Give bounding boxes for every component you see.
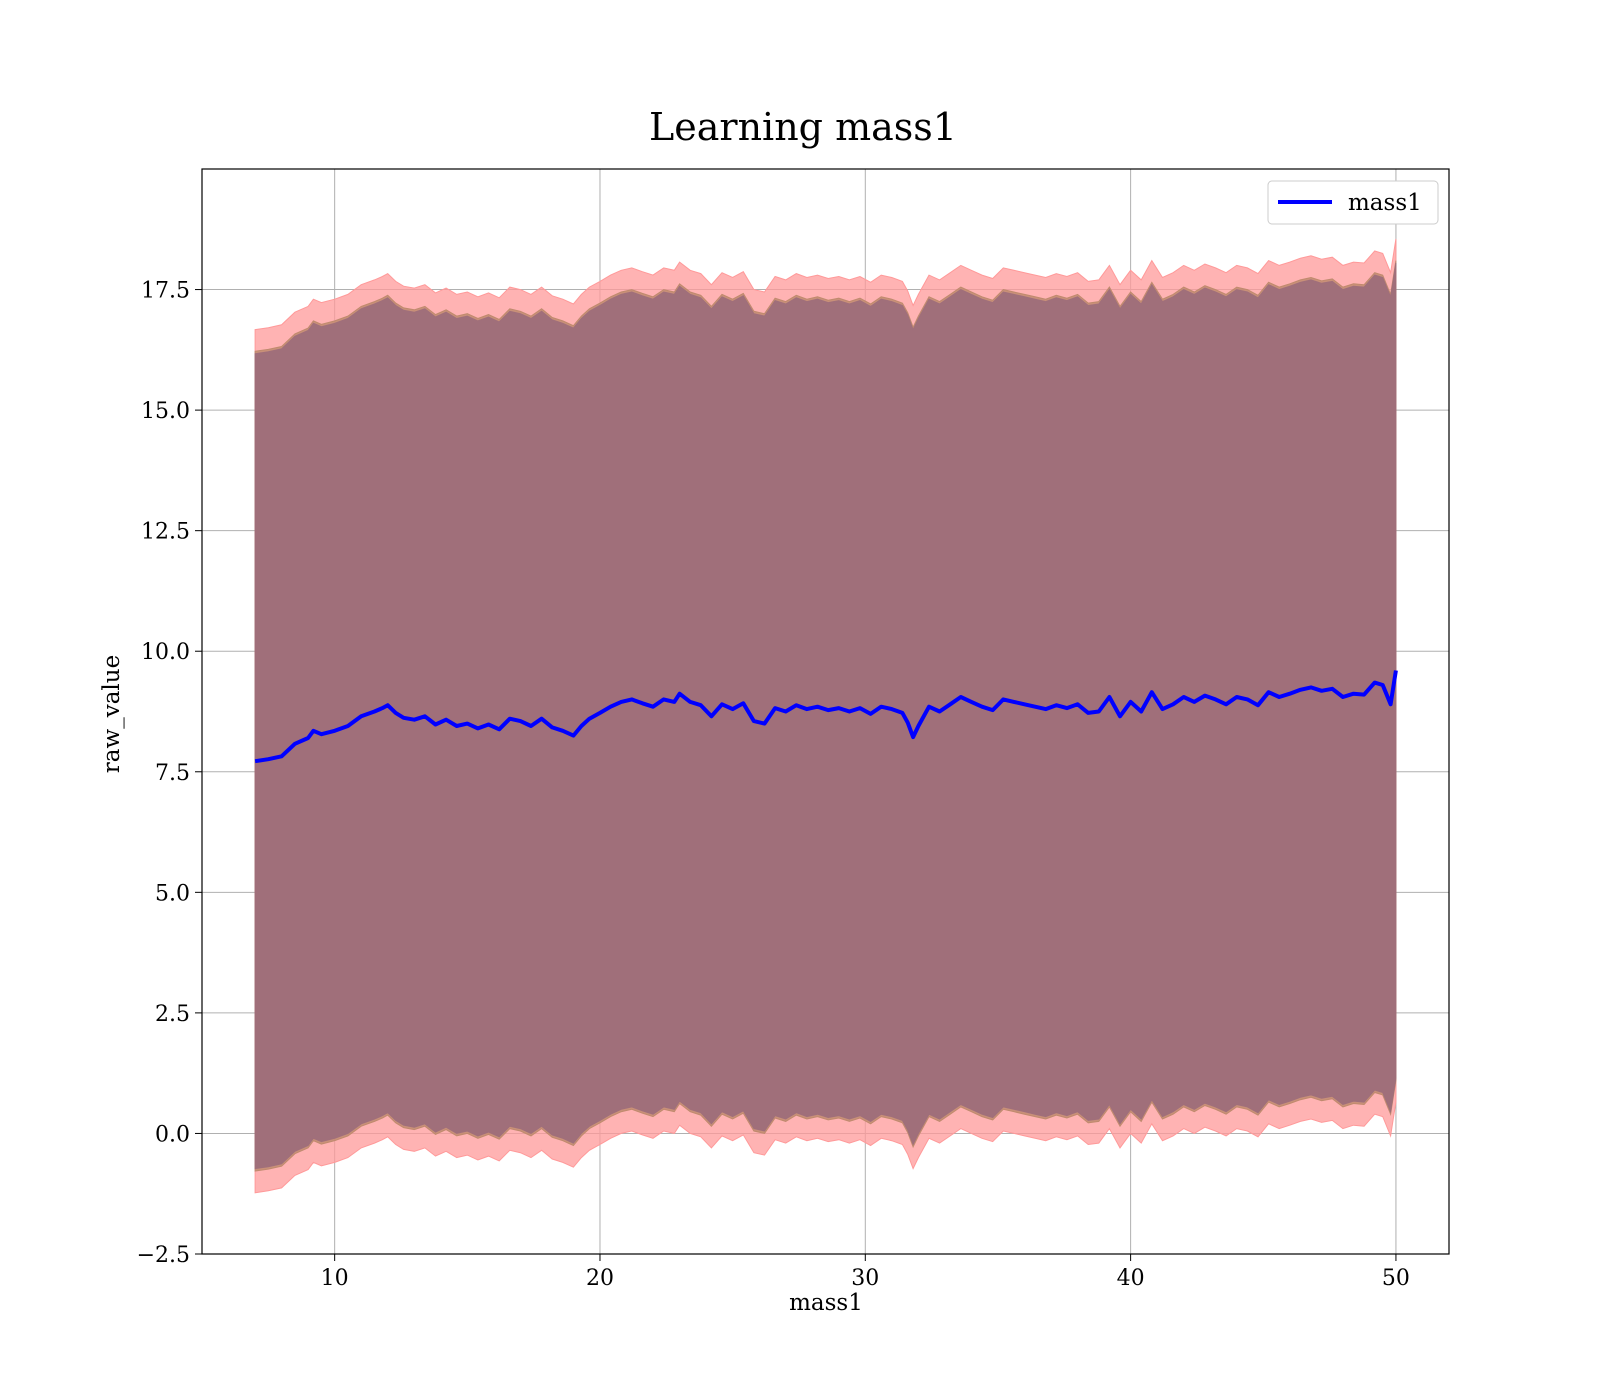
x-tick-label: 10	[321, 1266, 349, 1291]
chart-title: Learning mass1	[649, 105, 957, 149]
y-tick-label: 0.0	[155, 1122, 190, 1147]
x-tick-label: 30	[851, 1266, 879, 1291]
legend-label-mass1: mass1	[1348, 190, 1422, 216]
uncertainty-band-inner	[254, 262, 1397, 1170]
ticks-layer: 10 20 30 40 50 −2.5 0.0 2.5 5.0 7.5 10.0 12.5 15.0 17…	[137, 279, 1410, 1291]
plot-frame	[201, 168, 1450, 1255]
legend: mass1	[1267, 180, 1439, 225]
y-tick-label: 12.5	[141, 520, 190, 545]
x-tick-label: 50	[1382, 1266, 1410, 1291]
y-tick-label: −2.5	[137, 1243, 190, 1268]
y-tick-label: 15.0	[141, 399, 190, 424]
y-axis-label: raw_value	[99, 655, 125, 773]
x-axis-label: mass1	[789, 1290, 863, 1316]
bands-layer	[254, 238, 1397, 1194]
x-tick-label: 40	[1117, 1266, 1145, 1291]
x-tick-label: 20	[586, 1266, 614, 1291]
y-tick-label: 7.5	[155, 761, 190, 786]
y-tick-label: 17.5	[141, 279, 190, 304]
series-line-mass1	[254, 670, 1398, 764]
legend-box	[1267, 180, 1439, 225]
y-tick-label: 5.0	[155, 881, 190, 906]
y-tick-label: 2.5	[155, 1002, 190, 1027]
line-layer	[254, 670, 1398, 764]
y-tick-label: 10.0	[141, 640, 190, 665]
